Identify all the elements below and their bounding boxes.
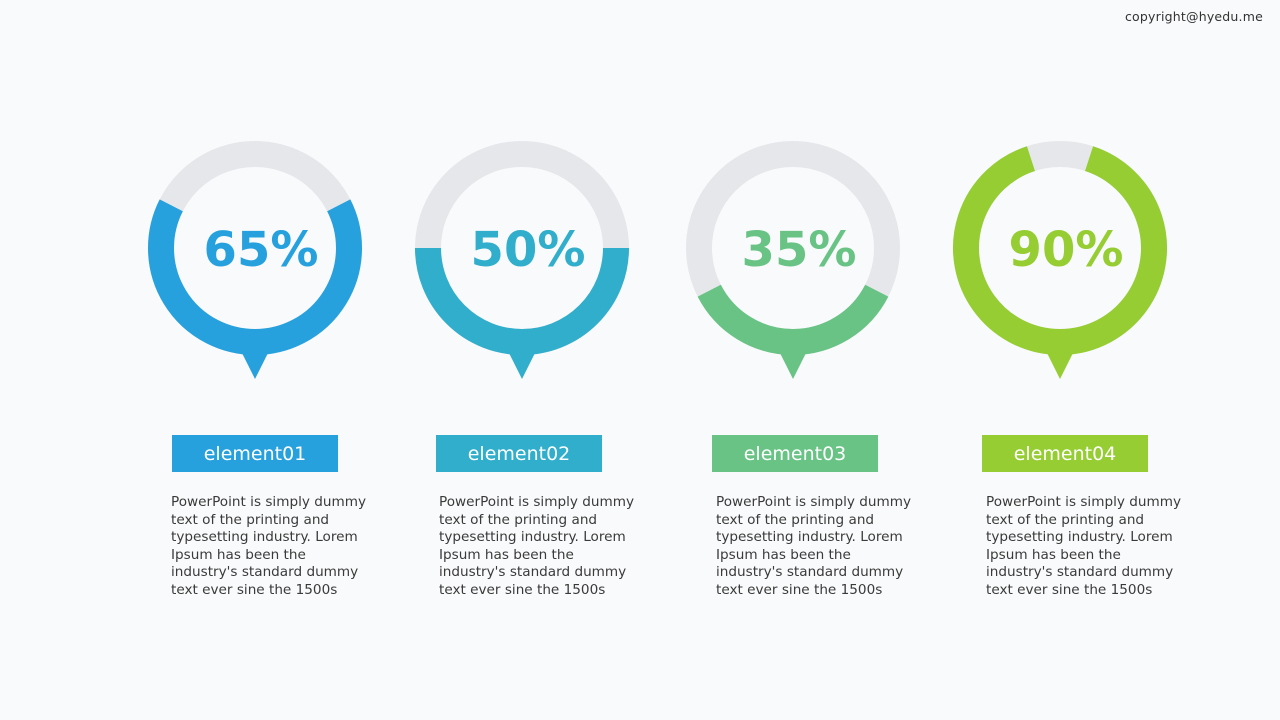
element01-description: PowerPoint is simply dummy text of the p…	[171, 494, 366, 598]
element01-label: element01	[172, 435, 338, 472]
element04-pointer	[1045, 349, 1075, 379]
element02-description: PowerPoint is simply dummy text of the p…	[439, 494, 634, 598]
element03-description: PowerPoint is simply dummy text of the p…	[716, 494, 911, 598]
element02-pointer	[507, 349, 537, 379]
element01-gauge: 65%	[148, 141, 362, 379]
element03-value-label: 35%	[742, 222, 857, 278]
copyright-text: copyright@hyedu.me	[1124, 9, 1263, 24]
element02-value-arc	[415, 247, 629, 355]
element04-value-label: 90%	[1009, 222, 1124, 278]
element03-pointer	[778, 349, 808, 379]
element04-description: PowerPoint is simply dummy text of the p…	[986, 494, 1181, 598]
element01-value-arc	[148, 199, 362, 355]
element03-value-arc	[697, 284, 889, 355]
element01-value-label: 65%	[204, 222, 319, 278]
element02-label: element02	[436, 435, 602, 472]
element04-label: element04	[982, 435, 1148, 472]
element03-label: element03	[712, 435, 878, 472]
element02-value-label: 50%	[471, 222, 586, 278]
element02-gauge: 50%	[415, 141, 629, 379]
element04-gauge: 90%	[953, 141, 1167, 379]
element04-value-arc	[953, 146, 1167, 355]
element01-pointer	[240, 349, 270, 379]
element03-gauge: 35%	[686, 141, 900, 379]
